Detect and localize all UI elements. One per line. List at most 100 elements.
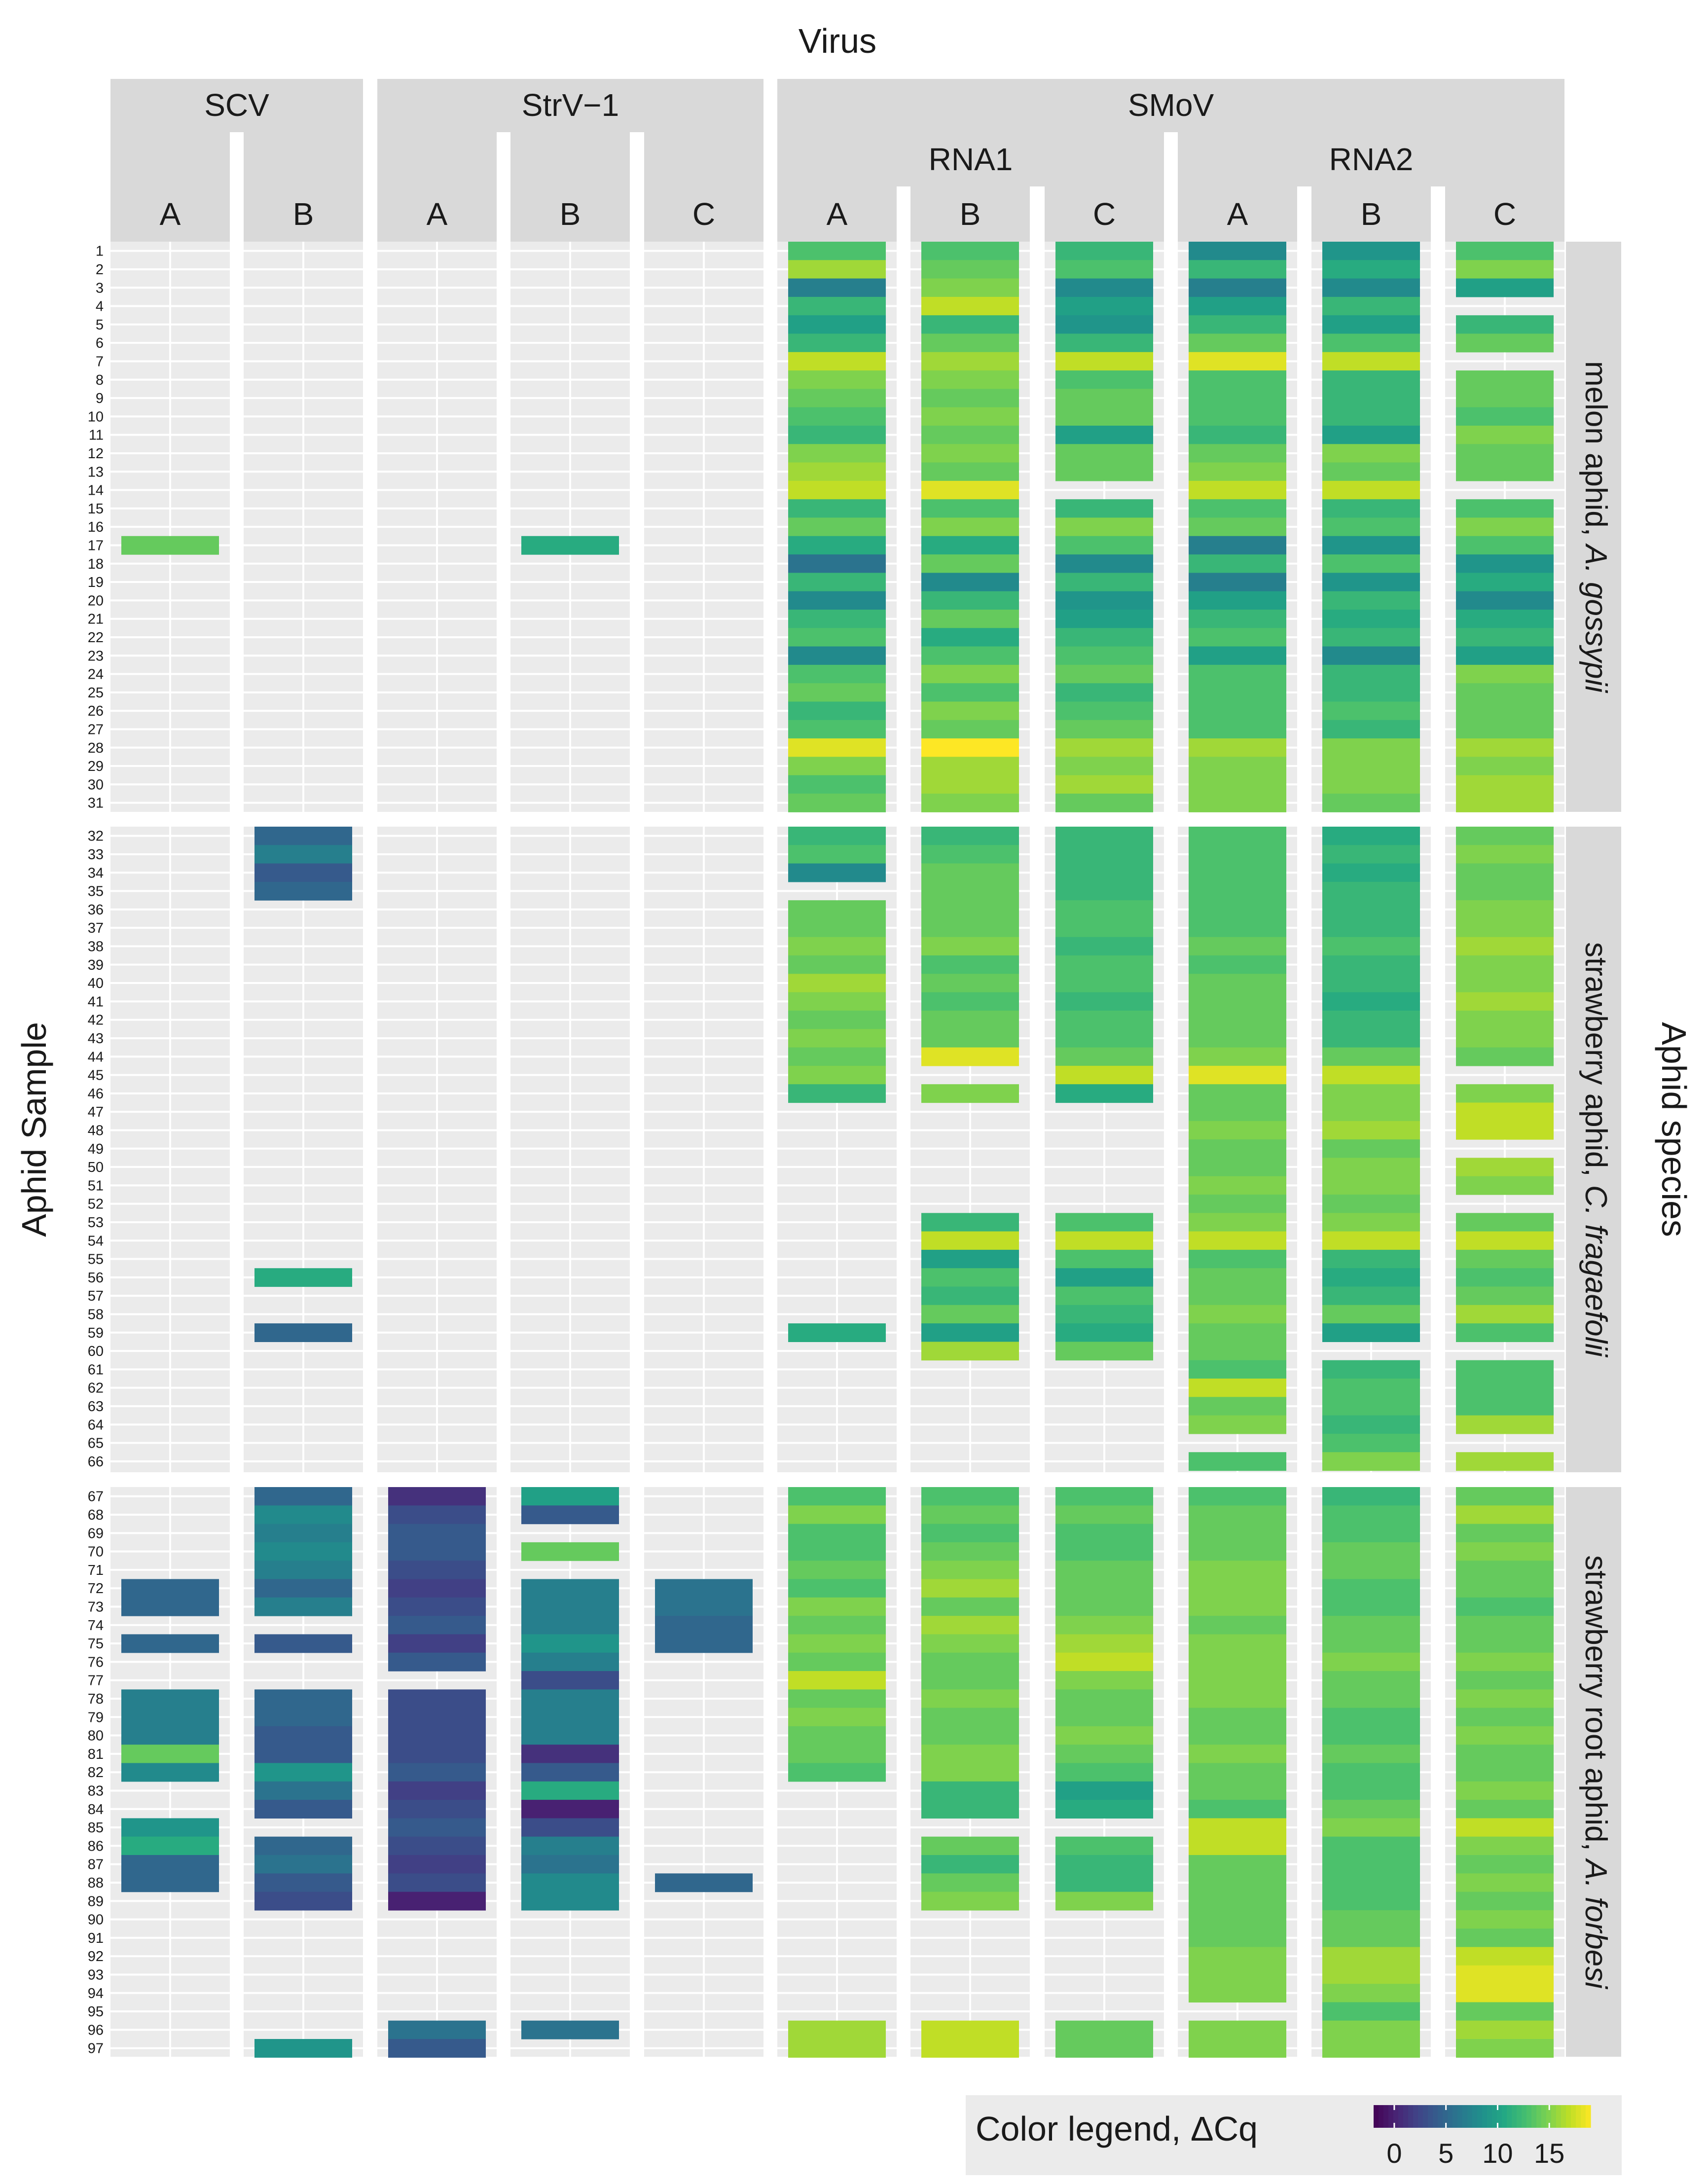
heat-cell-smov-rna1-b-32 — [921, 827, 1019, 845]
legend-gradient-step — [1423, 2105, 1428, 2128]
heat-cell-smov-rna2-a-82 — [1189, 1763, 1286, 1782]
sample-tick-label: 35 — [88, 884, 104, 900]
sample-tick-label: 17 — [88, 538, 104, 553]
heat-cell-smov-rna2-b-21 — [1322, 610, 1420, 628]
heat-cell-smov-rna2-c-36 — [1456, 900, 1554, 919]
legend-gradient-step — [1383, 2105, 1389, 2128]
sample-tick-label: 21 — [88, 612, 104, 627]
heat-cell-smov-rna1-b-19 — [921, 573, 1019, 592]
heat-cell-smov-rna2-c-54 — [1456, 1231, 1554, 1250]
heat-cell-smov-rna2-c-72 — [1456, 1579, 1554, 1598]
heat-cell-smov-rna1-b-81 — [921, 1745, 1019, 1764]
heat-cell-smov-rna2-b-53 — [1322, 1213, 1420, 1232]
heat-cell-smov-rna2-a-49 — [1189, 1139, 1286, 1158]
heat-cell-smov-rna1-a-8 — [788, 370, 886, 389]
heat-cell-smov-rna2-b-22 — [1322, 628, 1420, 647]
heat-cell-smov-rna1-a-22 — [788, 628, 886, 647]
virus-label-smov: SMoV — [1128, 87, 1214, 123]
heat-cell-smov-rna1-a-13 — [788, 462, 886, 481]
heat-cell-strv-1-a-85 — [388, 1818, 486, 1837]
heat-cell-smov-rna1-b-17 — [921, 536, 1019, 555]
legend-gradient-step — [1541, 2105, 1547, 2128]
heat-cell-smov-rna2-c-53 — [1456, 1213, 1554, 1232]
heat-cell-strv-1-a-68 — [388, 1505, 486, 1525]
sample-tick-label: 80 — [88, 1728, 104, 1744]
heat-cell-scv-b-97 — [254, 2039, 352, 2058]
heat-cell-smov-rna2-c-21 — [1456, 610, 1554, 628]
heat-cell-smov-rna2-a-18 — [1189, 554, 1286, 573]
heat-cell-smov-rna1-c-78 — [1055, 1689, 1153, 1709]
legend-gradient-step — [1502, 2105, 1507, 2128]
heat-cell-smov-rna1-c-33 — [1055, 845, 1153, 864]
heat-cell-strv-1-a-75 — [388, 1634, 486, 1653]
heat-cell-strv-1-b-77 — [521, 1671, 619, 1690]
heat-cell-scv-a-72 — [121, 1579, 219, 1598]
heat-cell-smov-rna1-a-23 — [788, 646, 886, 665]
heat-cell-smov-rna2-a-16 — [1189, 517, 1286, 537]
heat-cell-smov-rna1-a-26 — [788, 701, 886, 721]
sample-tick-label: 8 — [96, 372, 104, 388]
heat-cell-smov-rna2-c-11 — [1456, 426, 1554, 444]
heat-cell-smov-rna1-b-88 — [921, 1873, 1019, 1893]
heat-cell-smov-rna1-b-42 — [921, 1011, 1019, 1029]
heat-cell-scv-b-67 — [254, 1487, 352, 1506]
legend-gradient-step — [1517, 2105, 1522, 2128]
legend-gradient-step — [1457, 2105, 1463, 2128]
facet-axis-title: Aphid species — [1655, 1022, 1693, 1237]
heat-cell-smov-rna1-b-74 — [921, 1616, 1019, 1635]
heat-cell-smov-rna1-b-72 — [921, 1579, 1019, 1598]
heat-cell-smov-rna2-c-93 — [1456, 1965, 1554, 1984]
heat-cell-smov-rna2-b-65 — [1322, 1433, 1420, 1453]
heat-cell-smov-rna1-c-39 — [1055, 955, 1153, 974]
heat-cell-smov-rna1-c-18 — [1055, 554, 1153, 573]
heat-cell-strv-1-b-68 — [521, 1505, 619, 1525]
sample-tick-label: 75 — [88, 1636, 104, 1652]
heat-cell-smov-rna2-b-9 — [1322, 389, 1420, 408]
legend-gradient-step — [1522, 2105, 1527, 2128]
heat-cell-smov-rna2-a-66 — [1189, 1452, 1286, 1471]
legend-gradient-step — [1492, 2105, 1497, 2128]
heat-cell-strv-1-a-69 — [388, 1524, 486, 1543]
heat-cell-smov-rna2-a-97 — [1189, 2039, 1286, 2058]
legend-gradient-step — [1393, 2105, 1399, 2128]
heat-cell-smov-rna2-a-26 — [1189, 701, 1286, 721]
legend-gradient-step — [1472, 2105, 1478, 2128]
heat-cell-smov-rna2-b-48 — [1322, 1121, 1420, 1140]
heat-cell-smov-rna1-b-31 — [921, 794, 1019, 812]
heat-cell-smov-rna2-a-63 — [1189, 1397, 1286, 1416]
heat-cell-scv-b-81 — [254, 1745, 352, 1764]
heat-cell-smov-rna1-c-29 — [1055, 757, 1153, 776]
heat-cell-strv-1-a-87 — [388, 1855, 486, 1874]
heat-cell-smov-rna2-a-33 — [1189, 845, 1286, 864]
heat-cell-smov-rna1-b-35 — [921, 881, 1019, 901]
heat-cell-smov-rna2-c-94 — [1456, 1984, 1554, 2002]
heat-cell-smov-rna2-a-52 — [1189, 1195, 1286, 1213]
heat-cell-smov-rna2-a-51 — [1189, 1176, 1286, 1195]
heat-cell-smov-rna2-c-17 — [1456, 536, 1554, 555]
heat-cell-smov-rna1-c-12 — [1055, 444, 1153, 463]
heat-cell-smov-rna2-b-8 — [1322, 370, 1420, 389]
heat-cell-smov-rna2-b-59 — [1322, 1323, 1420, 1342]
legend-gradient-step — [1443, 2105, 1448, 2128]
heat-cell-smov-rna2-b-41 — [1322, 992, 1420, 1011]
legend-title: Color legend, ΔCq — [976, 2110, 1258, 2148]
heat-cell-smov-rna2-b-38 — [1322, 937, 1420, 956]
heat-cell-smov-rna2-b-2 — [1322, 260, 1420, 279]
heat-cell-smov-rna1-b-96 — [921, 2020, 1019, 2039]
heat-cell-smov-rna2-b-93 — [1322, 1965, 1420, 1984]
heat-cell-smov-rna2-a-61 — [1189, 1360, 1286, 1379]
sample-tick-label: 37 — [88, 920, 104, 936]
isolate-label-smov-rna2-c: C — [1493, 196, 1516, 232]
heat-cell-smov-rna2-a-32 — [1189, 827, 1286, 845]
heat-cell-smov-rna1-a-77 — [788, 1671, 886, 1690]
heat-cell-smov-rna1-a-10 — [788, 407, 886, 426]
heat-cell-smov-rna2-a-90 — [1189, 1910, 1286, 1929]
heat-cell-smov-rna1-a-44 — [788, 1047, 886, 1066]
sample-tick-label: 11 — [89, 428, 104, 443]
heat-cell-smov-rna1-c-10 — [1055, 407, 1153, 426]
chart-title: Virus — [799, 22, 876, 60]
heat-cell-smov-rna2-c-95 — [1456, 2002, 1554, 2021]
sample-tick-label: 7 — [96, 354, 104, 369]
heat-cell-smov-rna2-a-30 — [1189, 775, 1286, 794]
legend-tick-label: 5 — [1438, 2138, 1454, 2169]
